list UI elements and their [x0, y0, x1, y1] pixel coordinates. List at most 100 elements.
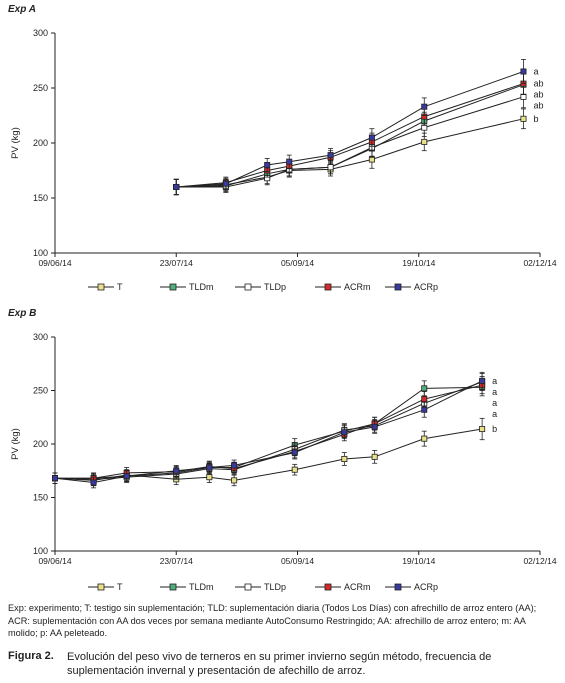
x-tick-label: 05/09/14: [281, 556, 314, 566]
data-point-ACRp: [479, 377, 486, 384]
legend-marker: [394, 283, 402, 291]
series-line-ACRp: [176, 71, 524, 188]
data-point-ACRm: [421, 396, 428, 403]
chart-exp-a: 100 150 200 250 300 09/06/14 23/07/14 05/09/14 1…: [10, 28, 557, 292]
data-point-ACRp: [421, 406, 428, 413]
y-tick-label: 300: [33, 332, 48, 342]
y-tick-label: 250: [33, 83, 48, 93]
series-line-ACRm: [55, 384, 483, 479]
y-axis-label: PV (kg): [10, 127, 21, 159]
legend-label: T: [117, 282, 123, 292]
legend-label: T: [117, 582, 123, 592]
data-point-ACRp: [206, 464, 213, 471]
significance-letter: b: [533, 114, 538, 124]
legend-label: TLDm: [189, 582, 214, 592]
data-point-T: [421, 435, 428, 442]
data-point-ACRp: [231, 462, 238, 469]
panel-title: Exp B: [8, 308, 37, 319]
caption-text: Evolución del peso vivo de terneros en s…: [67, 651, 492, 677]
y-tick-label: 200: [33, 439, 48, 449]
significance-letter: b: [492, 424, 497, 434]
significance-letter: ab: [533, 90, 543, 100]
legend-marker: [394, 583, 402, 591]
data-point-ACRp: [222, 180, 229, 187]
data-point-T: [231, 477, 238, 484]
legend-label: TLDm: [189, 282, 214, 292]
significance-letter: ab: [533, 79, 543, 89]
data-point-T: [291, 466, 298, 473]
caption-label: Figura 2.: [8, 650, 54, 662]
y-tick-label: 300: [33, 28, 48, 38]
chart-panel-exp-b: Exp B 100 150 200 250 300 09/06/14 23/07/14 05/…: [0, 304, 565, 604]
x-tick-label: 09/06/14: [38, 556, 71, 566]
legend-label: TLDp: [264, 282, 286, 292]
chart-panel-exp-a: Exp A 100 150 200 250 300 09/06/14 23/07/14 05/…: [0, 0, 565, 302]
x-tick-label: 05/09/14: [281, 258, 314, 268]
legend-label: ACRm: [344, 282, 371, 292]
data-point-ACRp: [421, 103, 428, 110]
data-point-ACRp: [371, 423, 378, 430]
legend-marker: [244, 583, 252, 591]
y-tick-label: 100: [33, 546, 48, 556]
x-tick-label: 23/07/14: [160, 258, 193, 268]
legend-marker: [324, 583, 332, 591]
data-point-T: [479, 426, 486, 433]
significance-letter: a: [533, 67, 538, 77]
data-point-ACRp: [264, 161, 271, 168]
panel-title: Exp A: [8, 4, 36, 15]
y-tick-label: 200: [33, 138, 48, 148]
significance-letter: a: [492, 409, 497, 419]
data-point-ACRp: [123, 473, 130, 480]
figure-note: Exp: experimento; T: testigo sin supleme…: [8, 603, 537, 638]
data-point-TLDm: [421, 385, 428, 392]
legend-marker: [244, 283, 252, 291]
x-tick-label: 02/12/14: [523, 556, 556, 566]
y-axis-label: PV (kg): [10, 428, 21, 460]
data-point-T: [371, 453, 378, 460]
legend-label: ACRp: [414, 582, 438, 592]
legend-label: ACRp: [414, 282, 438, 292]
legend-marker: [169, 583, 177, 591]
legend-marker: [169, 283, 177, 291]
series-line-TLDp: [176, 96, 524, 188]
series-line-TLDm: [176, 84, 524, 188]
legend-label: TLDp: [264, 582, 286, 592]
significance-letter: a: [492, 398, 497, 408]
series-line-ACRp: [54, 380, 483, 484]
data-point-T: [206, 474, 213, 481]
series-line-ACRm: [176, 83, 524, 188]
x-tick-label: 19/10/14: [402, 258, 435, 268]
significance-letter: ab: [533, 101, 543, 111]
data-point-ACRp: [341, 429, 348, 436]
x-tick-label: 09/06/14: [38, 258, 71, 268]
data-point-ACRp: [368, 134, 375, 141]
x-tick-label: 02/12/14: [523, 258, 556, 268]
legend-marker: [97, 583, 105, 591]
series-line-T: [176, 118, 524, 188]
y-tick-label: 100: [33, 248, 48, 258]
y-tick-label: 150: [33, 493, 48, 503]
x-tick-label: 19/10/14: [402, 556, 435, 566]
legend-marker: [324, 283, 332, 291]
legend-label: ACRm: [344, 582, 371, 592]
series-line-TLDm: [55, 386, 483, 479]
data-point-T: [341, 455, 348, 462]
data-point-ACRp: [520, 68, 527, 75]
data-point-T: [421, 138, 428, 145]
data-point-ACRp: [327, 152, 334, 159]
data-point-TLDp: [327, 164, 334, 171]
series-line-TLDp: [54, 381, 483, 480]
data-point-ACRp: [291, 449, 298, 456]
significance-letter: a: [492, 387, 497, 397]
x-tick-label: 23/07/14: [160, 556, 193, 566]
y-tick-label: 250: [33, 386, 48, 396]
chart-exp-b: 100 150 200 250 300 09/06/14 23/07/14 05/09/14 1…: [10, 332, 557, 592]
data-point-ACRp: [90, 479, 97, 486]
data-point-ACRp: [52, 475, 59, 482]
data-point-ACRp: [173, 183, 180, 190]
data-point-ACRp: [286, 158, 293, 165]
legend-marker: [97, 283, 105, 291]
data-point-T: [520, 115, 527, 122]
y-tick-label: 150: [33, 193, 48, 203]
data-point-ACRp: [173, 467, 180, 474]
